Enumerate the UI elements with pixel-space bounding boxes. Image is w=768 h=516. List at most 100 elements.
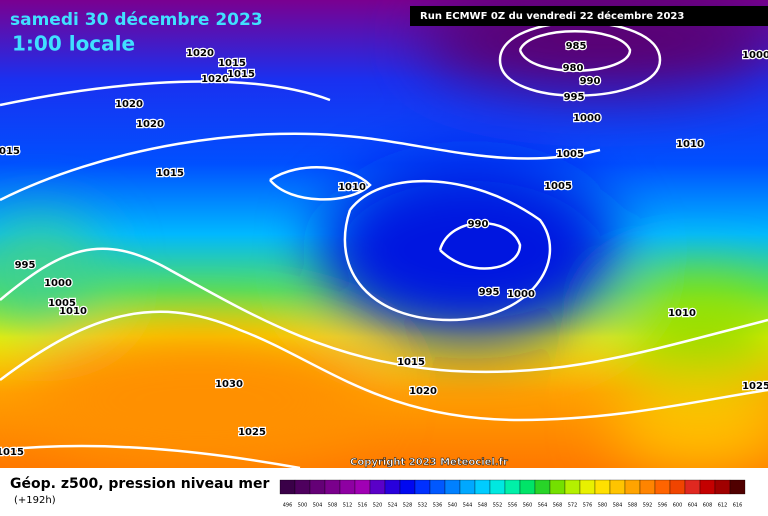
footer-title: Géop. z500, pression niveau mer: [10, 476, 269, 492]
scale-swatch: [414, 479, 431, 495]
scale-label: 576: [583, 503, 593, 509]
isobar-label: 995: [15, 260, 36, 271]
scale-swatch: [594, 479, 611, 495]
isobar-label: 995: [564, 92, 585, 103]
isobar-label: 980: [563, 63, 584, 74]
map: [0, 0, 768, 470]
isobar-label: 985: [566, 41, 587, 52]
isobar-label: 1015: [0, 146, 20, 157]
isobar-label: 1000: [742, 50, 768, 61]
scale-label: 516: [358, 503, 368, 509]
isobar-label: 1020: [186, 48, 214, 59]
isobar-label: 995: [479, 287, 500, 298]
scale-swatch: [699, 479, 716, 495]
scale-swatch: [429, 479, 446, 495]
isobar-label: 1000: [44, 278, 72, 289]
time: 1:00 locale: [12, 32, 135, 56]
isobar-label: 1020: [201, 74, 229, 85]
footer-lead: (+192h): [14, 495, 56, 506]
scale-label: 532: [418, 503, 428, 509]
scale-swatch: [534, 479, 551, 495]
scale-label: 556: [508, 503, 518, 509]
scale-swatch: [609, 479, 626, 495]
isobar-label: 1005: [556, 149, 584, 160]
isobar-label: 1010: [59, 306, 87, 317]
copyright: Copyright 2023 Meteociel.fr: [350, 457, 508, 468]
scale-swatch: [684, 479, 701, 495]
isobar-label: 1020: [409, 386, 437, 397]
scale-swatch: [669, 479, 686, 495]
scale-swatch: [324, 479, 341, 495]
scale-label: 572: [568, 503, 578, 509]
scale-label: 580: [598, 503, 608, 509]
scale-swatch: [639, 479, 656, 495]
scale-swatch: [549, 479, 566, 495]
date: samedi 30 décembre 2023: [10, 10, 263, 30]
scale-swatch: [714, 479, 731, 495]
isobar-label: 1000: [573, 113, 601, 124]
run-box: [410, 6, 768, 26]
scale-swatch: [519, 479, 536, 495]
scale-label: 596: [658, 503, 668, 509]
isobar-label: 1025: [742, 381, 768, 392]
scale-label: 600: [673, 503, 683, 509]
scale-swatch: [339, 479, 356, 495]
legend-scale: 496 500 504 508 512 516 520 524 528 532 536 540 544 5…: [279, 479, 746, 509]
scale-swatch: [459, 479, 476, 495]
scale-swatch: [729, 479, 746, 495]
isobar-label: 1015: [0, 447, 24, 458]
scale-swatch: [489, 479, 506, 495]
scale-label: 504: [313, 503, 323, 509]
scale-label: 500: [298, 503, 308, 509]
scale-label: 536: [433, 503, 443, 509]
scale-label: 616: [733, 503, 743, 509]
scale-label: 524: [388, 503, 398, 509]
isobar-label: 1010: [676, 139, 704, 150]
scale-label: 604: [688, 503, 698, 509]
isobar-label: 1015: [218, 58, 246, 69]
scale-swatch: [624, 479, 641, 495]
isobar-label: 1005: [48, 298, 76, 309]
scale-label: 612: [718, 503, 728, 509]
isobar-label: 1030: [215, 379, 243, 390]
scale-swatch: [279, 479, 296, 495]
scale-swatch: [474, 479, 491, 495]
scale-swatch: [354, 479, 371, 495]
scale-label: 560: [523, 503, 533, 509]
scale-label: 548: [478, 503, 488, 509]
scale-label: 568: [553, 503, 563, 509]
scale-swatch: [294, 479, 311, 495]
scale-swatch: [654, 479, 671, 495]
scale-label: 588: [628, 503, 638, 509]
isobar-label: 1000: [507, 289, 535, 300]
scale-swatch: [369, 479, 386, 495]
scale-label: 544: [463, 503, 473, 509]
scale-label: 508: [328, 503, 338, 509]
isobar-label: 1015: [156, 168, 184, 179]
scale-label: 496: [283, 503, 293, 509]
isobar-label: 1010: [338, 182, 366, 193]
isobar-label: 1005: [544, 181, 572, 192]
isobar-label: 1010: [668, 308, 696, 319]
scale-swatch: [564, 479, 581, 495]
scale-swatch: [579, 479, 596, 495]
isobar-label: 1015: [397, 357, 425, 368]
scale-label: 540: [448, 503, 458, 509]
scale-label: 520: [373, 503, 383, 509]
scale-label: 592: [643, 503, 653, 509]
scale-label: 608: [703, 503, 713, 509]
isobar-label: 990: [468, 219, 489, 230]
scale-swatch: [309, 479, 326, 495]
isobar-label: 1025: [238, 427, 266, 438]
scale-label: 552: [493, 503, 503, 509]
scale-swatch: [399, 479, 416, 495]
scale-label: 584: [613, 503, 623, 509]
isobar-label: 1015: [227, 69, 255, 80]
isobar-label: 990: [580, 76, 601, 87]
scale-label: 512: [343, 503, 353, 509]
run: Run ECMWF 0Z du vendredi 22 décembre 202…: [420, 10, 684, 22]
isobar-labels: 1020101510201015102010201015101510109951…: [0, 40, 768, 460]
isobar-label: 1020: [115, 99, 143, 110]
isobar-label: 1020: [136, 119, 164, 130]
